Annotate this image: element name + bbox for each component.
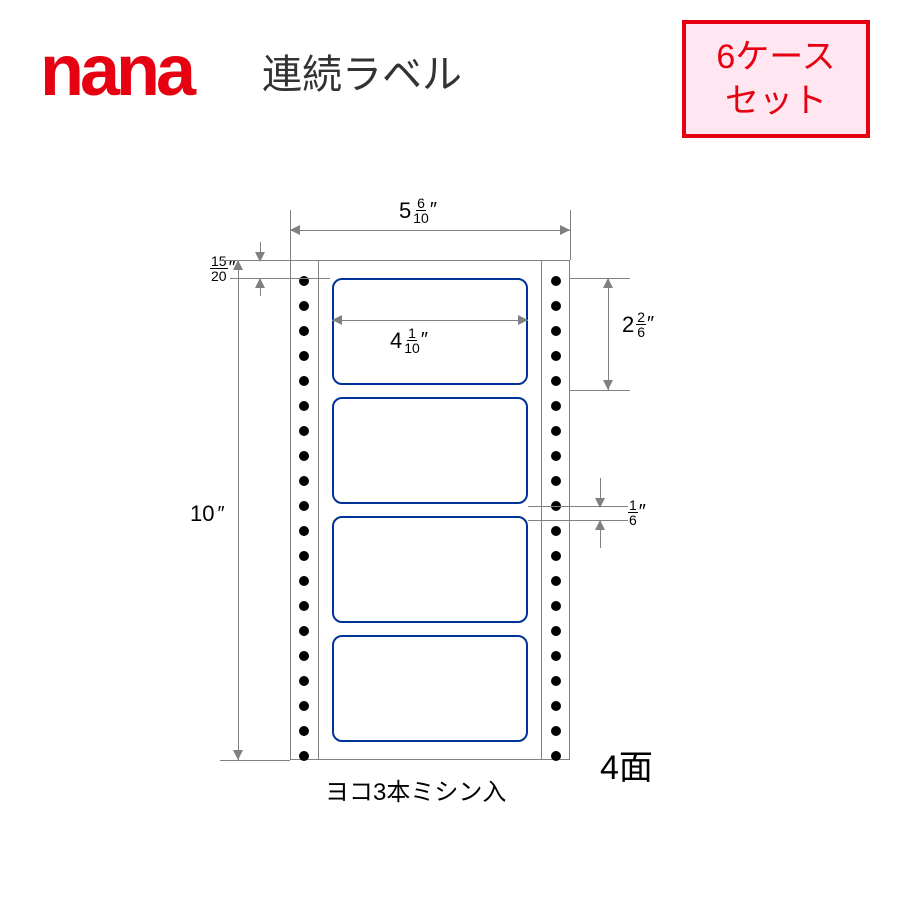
tractor-hole (299, 276, 309, 286)
label-area (332, 272, 528, 748)
tractor-hole (551, 426, 561, 436)
tractor-hole (551, 576, 561, 586)
tractor-hole (299, 601, 309, 611)
dim-label-height: 2 26 ″ (622, 310, 654, 339)
tractor-holes-right (542, 260, 570, 776)
badge-line-2: セット (725, 79, 827, 123)
product-title: 連続ラベル (262, 42, 462, 100)
tractor-hole (551, 351, 561, 361)
tractor-hole (551, 626, 561, 636)
tractor-hole (299, 301, 309, 311)
tractor-hole (551, 751, 561, 761)
tractor-hole (299, 476, 309, 486)
badge-line-1: 6ケース (716, 35, 835, 79)
label-rect (332, 397, 528, 504)
tractor-hole (299, 726, 309, 736)
tractor-hole (299, 501, 309, 511)
case-set-badge: 6ケース セット (682, 20, 870, 138)
dim-label-width: 4 110 ″ (390, 326, 428, 355)
dim-sheet-width: 5 610 ″ (395, 196, 441, 225)
tractor-hole (299, 676, 309, 686)
tractor-hole (299, 576, 309, 586)
tractor-hole (551, 476, 561, 486)
tractor-hole (299, 401, 309, 411)
face-count: 4面 (600, 740, 653, 789)
tractor-hole (551, 601, 561, 611)
tractor-hole (299, 351, 309, 361)
tractor-hole (299, 426, 309, 436)
tractor-hole (299, 626, 309, 636)
label-diagram: 5 610 ″ 4 110 ″ 1520 ″ (130, 200, 770, 840)
tractor-hole (299, 651, 309, 661)
tractor-hole (551, 376, 561, 386)
tractor-hole (551, 676, 561, 686)
dim-gap: 16 ″ (628, 498, 646, 527)
tractor-hole (299, 751, 309, 761)
tractor-hole (551, 276, 561, 286)
tractor-hole (551, 651, 561, 661)
dim-sheet-height: 10 ″ (190, 500, 225, 527)
tractor-hole (299, 326, 309, 336)
tractor-hole (551, 551, 561, 561)
tractor-hole (551, 451, 561, 461)
tractor-hole (299, 551, 309, 561)
label-rect (332, 516, 528, 623)
tractor-hole (551, 301, 561, 311)
dim-top-margin: 1520 ″ (210, 254, 236, 283)
tractor-hole (551, 726, 561, 736)
tractor-hole (551, 401, 561, 411)
label-rect (332, 278, 528, 385)
tractor-hole (551, 326, 561, 336)
tractor-hole (299, 376, 309, 386)
tractor-hole (299, 701, 309, 711)
tractor-hole (551, 701, 561, 711)
form-sheet (290, 260, 570, 760)
bottom-note: ヨコ3本ミシン入 (325, 772, 506, 807)
tractor-holes-left (290, 260, 318, 776)
tractor-hole (299, 526, 309, 536)
label-rect (332, 635, 528, 742)
tractor-hole (551, 526, 561, 536)
tractor-hole (299, 451, 309, 461)
brand-logo: nana (40, 30, 192, 112)
